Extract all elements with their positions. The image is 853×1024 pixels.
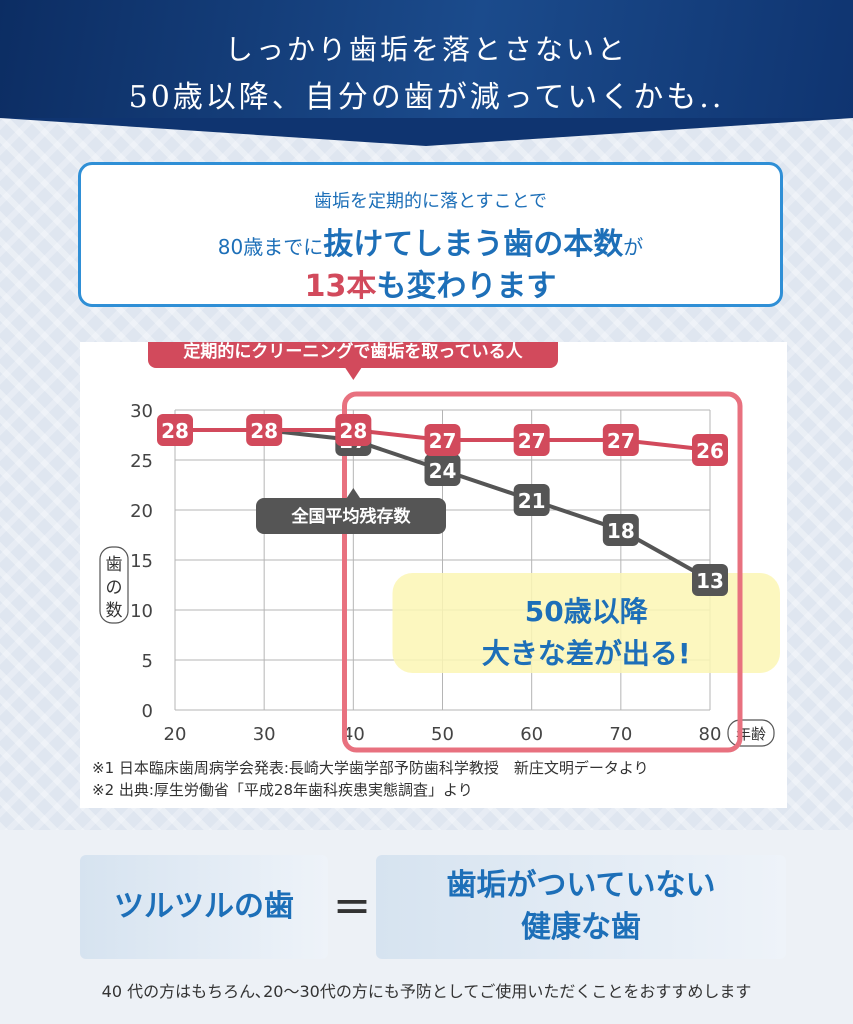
x-tick-label: 60: [520, 724, 543, 745]
point-national-average-marker: [602, 514, 639, 546]
message-line-1: 歯垢を定期的に落とすことで: [314, 191, 547, 212]
healthy-teeth-line-1: 歯垢がついていない: [446, 868, 716, 903]
point-regular-cleaning-value: 28: [161, 419, 189, 443]
message-box: 歯垢を定期的に落とすことで 80歳までに抜けてしまう歯の本数が 13本も変わりま…: [78, 162, 783, 307]
legend-callout-regular-cleaning-pointer: [345, 368, 362, 380]
point-national-average-value: 24: [429, 459, 457, 483]
footer-note: 40 代の方はもちろん､20〜30代の方にも予防としてご使用いただくことをおすす…: [101, 982, 752, 1001]
y-tick-label: 0: [142, 701, 153, 722]
legend-label-national-average: 全国平均残存数: [291, 506, 412, 527]
header-line-2: 50歳以降、自分の歯が減っていくかも..: [128, 80, 725, 115]
point-regular-cleaning-marker: [335, 414, 372, 446]
point-regular-cleaning-value: 27: [429, 429, 457, 453]
message-line-2-strong: 抜けてしまう歯の本数: [323, 227, 624, 262]
header-notch: [0, 118, 853, 146]
point-regular-cleaning-value: 27: [518, 429, 546, 453]
message-line-2-pre: 80歳までに: [217, 235, 324, 259]
highlight-text-line-2: 大きな差が出る!: [482, 637, 691, 670]
highlight-glow: [392, 573, 780, 673]
message-line-3: 13本も変わります: [81, 261, 780, 305]
point-national-average-value: 13: [696, 569, 724, 593]
y-tick-label: 5: [142, 651, 153, 672]
point-regular-cleaning-marker: [157, 414, 193, 446]
y-tick-label: 15: [130, 551, 153, 572]
point-regular-cleaning-marker: [246, 414, 283, 446]
y-tick-label: 20: [130, 501, 153, 522]
point-regular-cleaning-marker: [602, 424, 639, 456]
y-axis-label-char: 数: [106, 601, 123, 621]
point-regular-cleaning-value: 26: [696, 439, 724, 463]
point-regular-cleaning-value: 27: [607, 429, 635, 453]
highlight-frame: [342, 391, 743, 753]
source-note: ※1 日本臨床歯周病学会発表:長崎大学歯学部予防歯科学教授 新庄文明データより: [92, 759, 649, 777]
equals-sign: =: [332, 878, 372, 932]
x-tick-label: 40: [342, 724, 365, 745]
line-chart: 0 5 10 15 20 25 30 20 30 40 50 60 70 80 年齢 歯の数 50歳以降大きな差…: [92, 334, 780, 799]
legend-label-regular-cleaning: 定期的にクリーニングで歯垢を取っている人: [183, 342, 523, 362]
legend-callout-national-average-box: [256, 498, 446, 534]
y-axis-label-char: の: [106, 578, 123, 598]
point-regular-cleaning-value: 28: [250, 419, 278, 443]
x-tick-label: 30: [253, 724, 276, 745]
point-national-average-value: 18: [607, 519, 635, 543]
chart-card: 0 5 10 15 20 25 30 20 30 40 50 60 70 80 年齢 歯の数 50歳以降大きな差…: [80, 334, 787, 808]
x-tick-label: 50: [431, 724, 454, 745]
point-regular-cleaning-marker: [692, 434, 728, 466]
message-line-3-post: も変わります: [376, 269, 557, 304]
point-national-average-value: 21: [518, 489, 546, 513]
legend-callout-regular-cleaning-box: [148, 334, 558, 368]
point-regular-cleaning-marker: [424, 424, 461, 456]
highlight-text-line-1: 50歳以降: [525, 595, 649, 628]
y-tick-label: 25: [130, 451, 153, 472]
healthy-teeth-label: 歯垢がついていない 健康な歯: [376, 855, 786, 959]
y-tick-label: 30: [130, 401, 153, 422]
point-regular-cleaning-value: 28: [339, 419, 367, 443]
x-axis-label: 年齢: [736, 725, 766, 743]
source-note: ※2 出典:厚生労働省「平成28年歯科疾患実態調査」より: [92, 781, 473, 799]
point-regular-cleaning-marker: [513, 424, 550, 456]
message-line-2: 80歳までに抜けてしまう歯の本数が: [81, 219, 780, 263]
x-tick-label: 80: [699, 724, 722, 745]
y-axis-label-char: 歯: [106, 555, 123, 575]
y-tick-label: 10: [130, 601, 153, 622]
point-national-average-marker: [513, 484, 550, 516]
x-tick-label: 70: [609, 724, 632, 745]
message-count: 13本: [304, 269, 377, 304]
point-national-average-marker: [692, 564, 728, 596]
header-line-1: しっかり歯垢を落とさないと: [224, 33, 628, 66]
smooth-teeth-label: ツルツルの歯: [80, 855, 328, 959]
point-national-average-marker: [424, 454, 461, 486]
y-axis-label-box: [99, 546, 129, 624]
legend-callout-national-average-pointer: [345, 488, 362, 500]
healthy-teeth-line-2: 健康な歯: [521, 910, 641, 945]
message-line-2-post: が: [623, 235, 644, 259]
x-tick-label: 20: [164, 724, 187, 745]
